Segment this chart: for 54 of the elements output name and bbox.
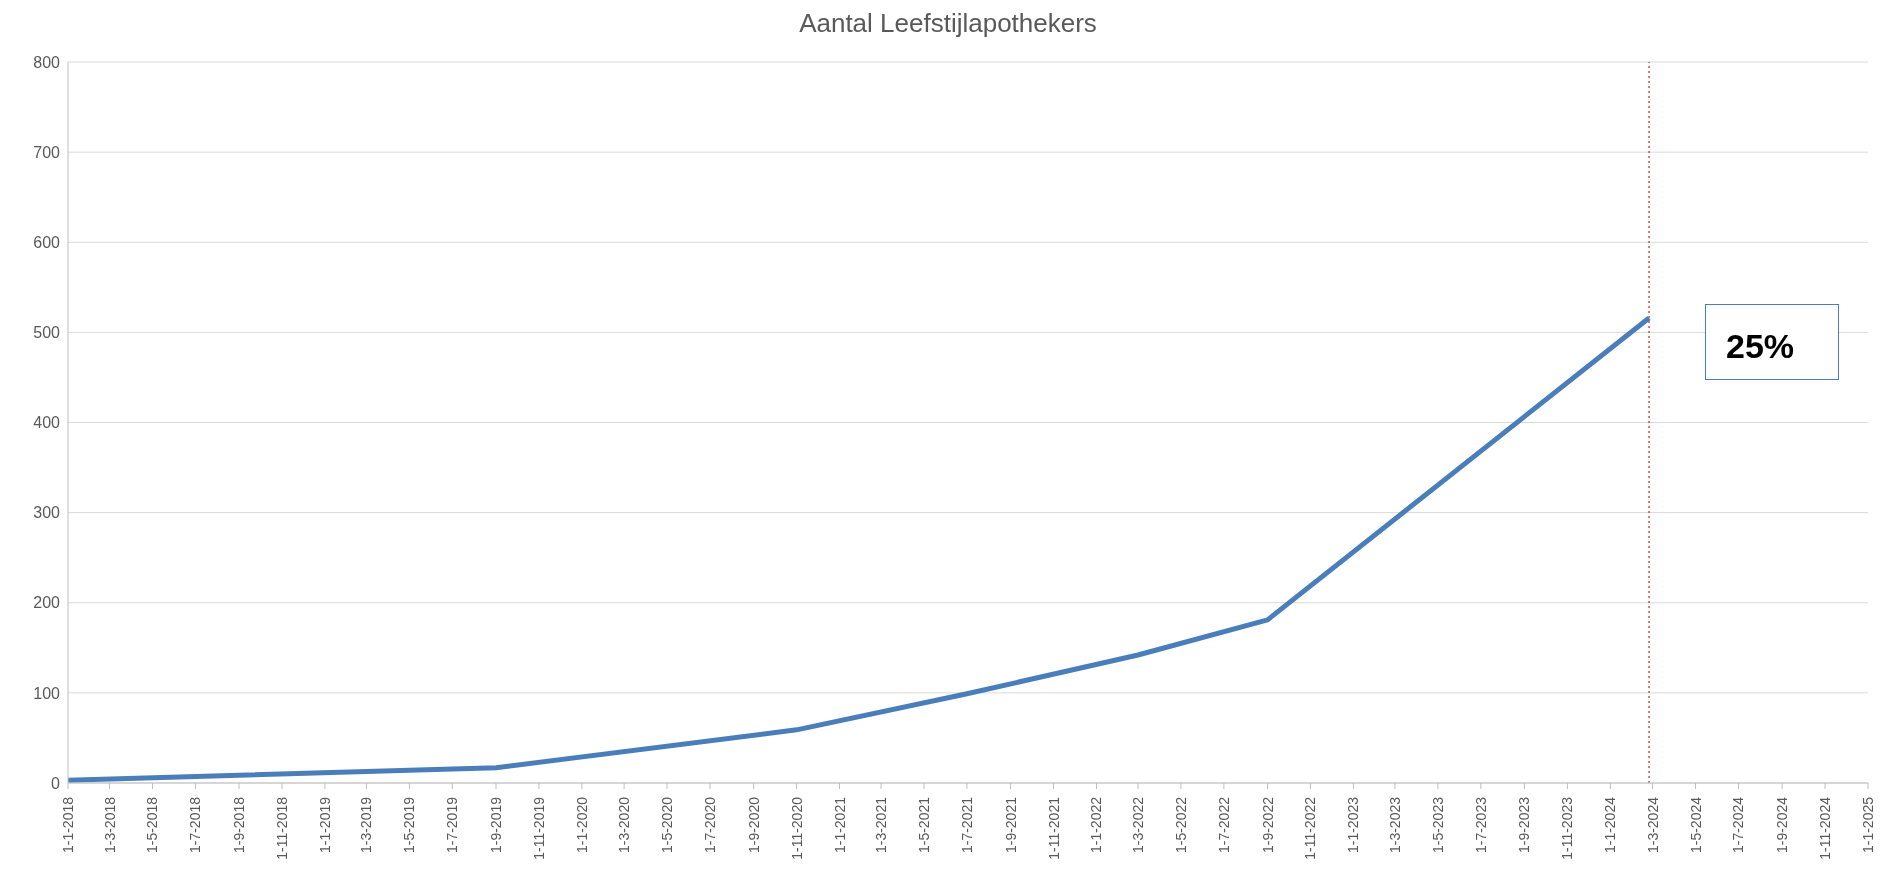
x-tick-label: 1-5-2022: [1172, 796, 1189, 854]
x-tick-label: 1-9-2023: [1516, 796, 1533, 854]
x-tick-label: 1-11-2018: [274, 796, 290, 860]
x-tick-label: 1-7-2020: [702, 796, 718, 854]
x-tick-label: 1-3-2018: [101, 796, 118, 854]
x-tick-label: 1-1-2025: [1860, 796, 1876, 854]
y-tick-label: 300: [33, 504, 61, 522]
x-tick-label: 1-3-2022: [1130, 796, 1146, 854]
x-tick-label: 1-7-2024: [1730, 796, 1747, 854]
x-tick-label: 1-11-2021: [1045, 796, 1062, 860]
y-tick-label: 600: [33, 233, 61, 251]
y-tick-label: 800: [33, 53, 61, 71]
x-tick-label: 1-9-2018: [231, 796, 248, 854]
x-tick-label: 1-1-2021: [831, 796, 848, 854]
x-tick-label: 1-9-2024: [1774, 796, 1791, 854]
x-tick-label: 1-7-2023: [1472, 796, 1489, 854]
x-tick-label: 1-9-2019: [488, 796, 504, 854]
x-tick-label: 1-1-2020: [573, 796, 590, 854]
x-tick-label: 1-11-2019: [530, 796, 547, 860]
x-tick-label: 1-9-2020: [745, 796, 762, 854]
x-tick-label: 1-1-2019: [316, 796, 333, 854]
x-tick-label: 1-5-2020: [659, 796, 676, 854]
y-tick-label: 500: [33, 324, 61, 342]
x-tick-label: 1-5-2024: [1687, 796, 1704, 854]
y-tick-label: 700: [33, 143, 61, 161]
x-tick-label: 1-5-2023: [1429, 796, 1446, 854]
x-tick-label: 1-5-2021: [916, 796, 932, 854]
x-tick-label: 1-11-2023: [1559, 796, 1576, 860]
y-tick-label: 100: [33, 684, 61, 702]
x-tick-label: 1-7-2021: [958, 796, 975, 854]
x-tick-label: 1-5-2018: [144, 796, 161, 854]
x-tick-label: 1-3-2020: [616, 796, 633, 854]
x-tick-label: 1-11-2024: [1817, 796, 1834, 860]
x-tick-label: 1-9-2021: [1002, 796, 1019, 854]
x-tick-label: 1-11-2022: [1302, 796, 1319, 860]
x-tick-label: 1-3-2019: [358, 796, 375, 854]
x-tick-label: 1-7-2019: [444, 796, 461, 854]
x-tick-label: 1-7-2022: [1215, 796, 1232, 854]
x-tick-label: 1-1-2023: [1345, 796, 1362, 854]
x-tick-label: 1-11-2020: [788, 796, 805, 860]
y-tick-label: 0: [51, 774, 61, 792]
y-tick-label: 400: [33, 414, 61, 432]
x-tick-label: 1-3-2021: [873, 796, 890, 854]
x-tick-label: 1-9-2022: [1259, 796, 1276, 854]
x-tick-label: 1-3-2023: [1386, 796, 1403, 854]
x-tick-label: 1-5-2019: [401, 796, 418, 854]
x-tick-label: 1-1-2018: [60, 796, 76, 854]
x-tick-label: 1-1-2022: [1088, 796, 1105, 854]
x-tick-label: 1-3-2024: [1644, 796, 1661, 854]
chart-title: Aantal Leefstijlapothekers: [798, 8, 1098, 40]
x-tick-label: 1-1-2024: [1602, 796, 1619, 854]
y-tick-label: 200: [33, 594, 61, 612]
annotation-box: 25%: [1705, 304, 1839, 380]
x-tick-label: 1-7-2018: [187, 796, 204, 854]
